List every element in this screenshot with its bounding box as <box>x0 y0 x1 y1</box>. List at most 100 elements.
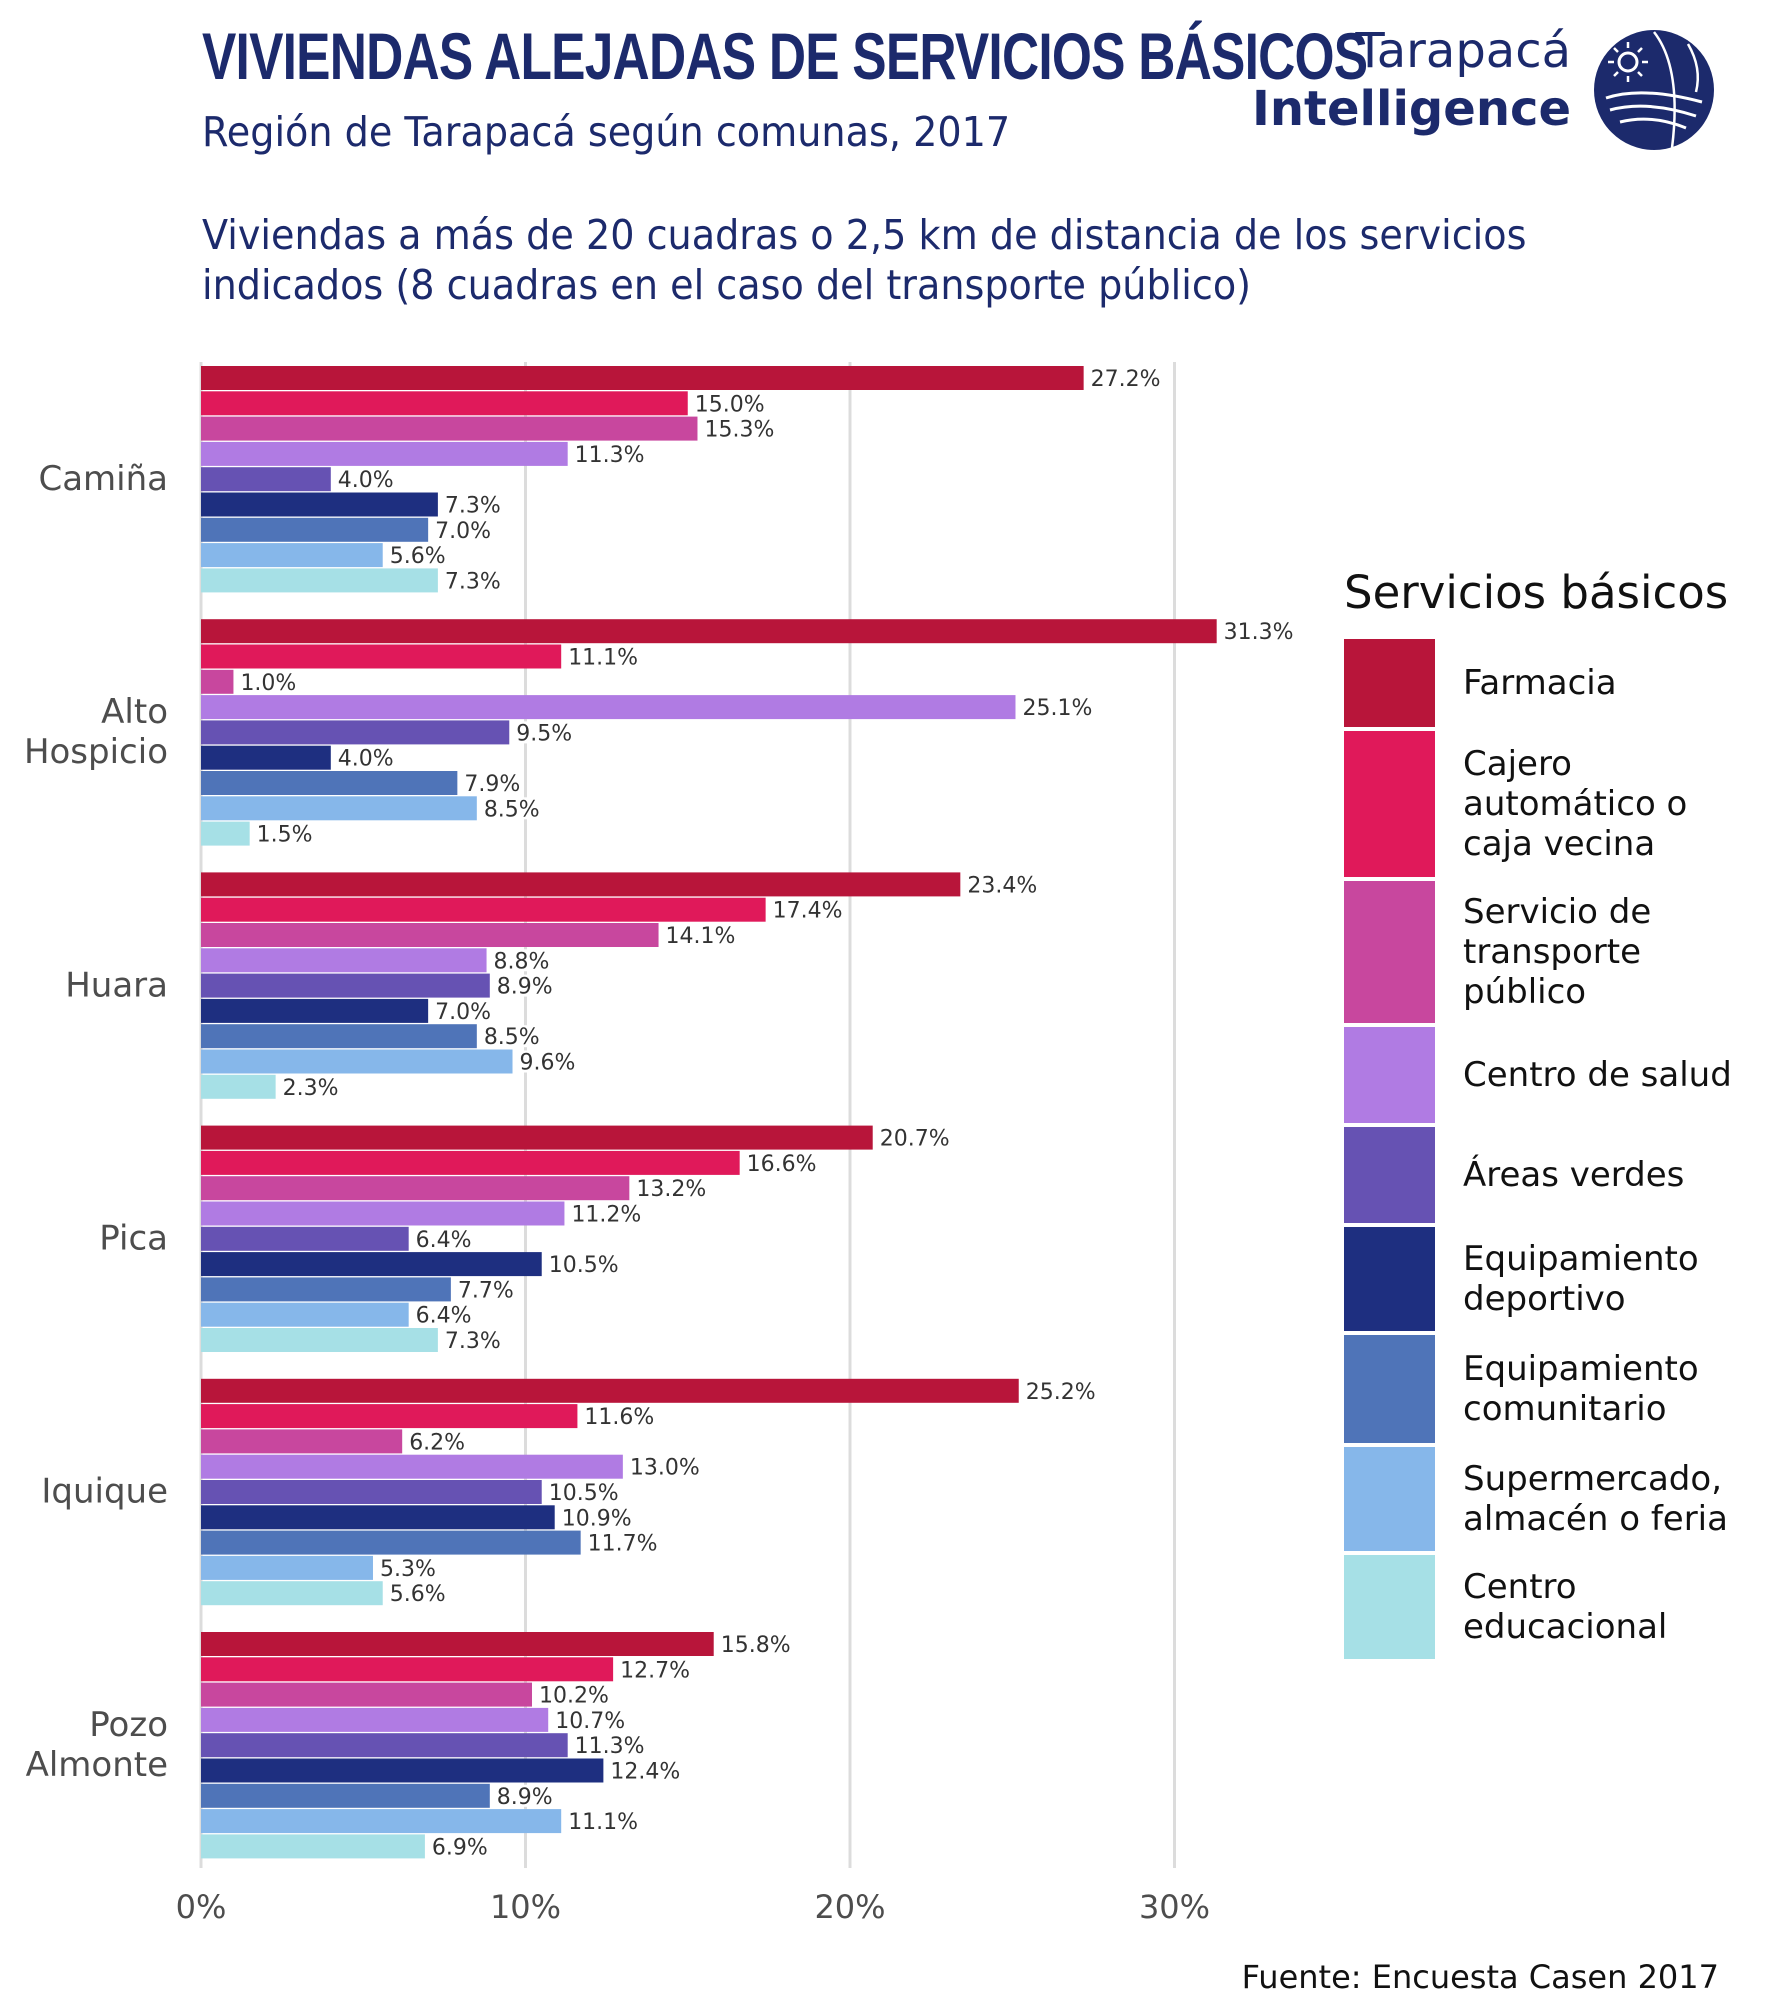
data-label-bg <box>492 974 556 997</box>
data-label: 7.3% <box>445 1329 501 1354</box>
legend-item: Centro educacional <box>1344 1555 1764 1663</box>
data-label-bg <box>570 442 647 465</box>
data-label-bg <box>534 1683 611 1706</box>
data-label: 11.1% <box>568 1810 638 1835</box>
data-label: 17.4% <box>773 899 843 924</box>
data-label: 7.7% <box>458 1278 514 1303</box>
description-line-1: Viviendas a más de 20 cuadras o 2,5 km d… <box>202 211 1527 259</box>
data-label-bg <box>385 1582 449 1605</box>
data-label-bg <box>385 544 449 567</box>
data-label: 4.0% <box>338 468 394 493</box>
data-label-bg <box>616 1658 693 1681</box>
data-label: 25.2% <box>1026 1380 1096 1405</box>
data-label: 6.2% <box>409 1430 465 1455</box>
bar <box>201 1783 490 1808</box>
bar <box>201 669 234 694</box>
legend-item: Áreas verdes <box>1344 1127 1764 1227</box>
bar <box>201 366 1084 390</box>
legend-swatch <box>1344 1227 1435 1331</box>
data-label-bg <box>1018 696 1095 719</box>
data-label: 7.0% <box>435 519 491 544</box>
data-label-bg <box>742 1151 819 1174</box>
data-label-bg <box>405 1430 468 1453</box>
grid-lines <box>199 362 1176 1868</box>
data-label-bg <box>1021 1379 1098 1402</box>
data-label-bg <box>768 898 845 921</box>
bar <box>201 441 568 466</box>
legend-item: Equipamiento comunitario <box>1344 1335 1764 1447</box>
data-label-bg <box>690 392 767 415</box>
data-label: 10.5% <box>549 1481 619 1506</box>
bar <box>201 720 510 745</box>
data-label-bg <box>583 1531 660 1554</box>
legend-item: Centro de salud <box>1344 1027 1764 1127</box>
data-label: 7.3% <box>445 569 501 594</box>
bar <box>201 1505 555 1530</box>
source-note: Fuente: Encuesta Casen 2017 <box>1241 1958 1719 1996</box>
bar <box>201 644 562 669</box>
legend-label: Cajero automático o caja vecina <box>1463 744 1688 864</box>
bar <box>201 1049 513 1074</box>
bar <box>201 1454 623 1479</box>
legend-swatch <box>1344 1447 1435 1551</box>
data-label: 8.5% <box>484 797 540 822</box>
data-label-bg <box>375 1556 439 1579</box>
data-label: 1.0% <box>240 671 296 696</box>
data-label: 8.9% <box>497 975 553 1000</box>
bar <box>201 695 1016 720</box>
bar <box>201 619 1217 644</box>
bar <box>201 897 766 922</box>
bar <box>201 416 698 441</box>
bar <box>201 1404 578 1429</box>
data-label-bg <box>460 772 523 794</box>
data-label: 11.7% <box>588 1532 658 1557</box>
bar <box>201 872 961 897</box>
bar <box>201 998 429 1023</box>
data-label: 10.2% <box>539 1684 609 1709</box>
data-label: 5.6% <box>390 544 446 569</box>
legend-item: Supermercado, almacén o feria <box>1344 1447 1764 1555</box>
legend-swatch <box>1344 1335 1435 1443</box>
data-label-bg <box>411 1227 475 1250</box>
data-label-bg <box>440 569 504 592</box>
legend-swatch <box>1344 881 1435 1023</box>
data-label-bg <box>564 645 641 668</box>
data-label-bg <box>632 1177 709 1200</box>
bar <box>201 1809 562 1834</box>
data-label: 6.4% <box>416 1304 472 1329</box>
data-label: 11.2% <box>571 1203 641 1228</box>
bar <box>201 1632 714 1656</box>
bar <box>201 1733 568 1758</box>
bar <box>201 1252 542 1277</box>
category-label: Almonte <box>26 1745 168 1785</box>
data-label-bg <box>551 1708 628 1731</box>
data-label: 27.2% <box>1091 367 1161 392</box>
legend-label: Farmacia <box>1463 663 1617 703</box>
data-label-bg <box>625 1455 702 1478</box>
category-label: Hospicio <box>24 732 168 772</box>
bar <box>201 1125 873 1150</box>
data-label: 10.5% <box>549 1253 619 1278</box>
data-label: 11.6% <box>584 1405 654 1430</box>
logo-line-2: Intelligence <box>1252 81 1571 137</box>
data-label: 6.9% <box>432 1835 488 1860</box>
bar <box>201 467 331 492</box>
legend-label: Centro educacional <box>1463 1567 1668 1647</box>
x-tick-label: 20% <box>814 1888 885 1926</box>
data-label: 12.4% <box>610 1760 680 1785</box>
chart-subtitle: Región de Tarapacá según comunas, 2017 <box>202 108 1011 156</box>
category-label: Huara <box>65 965 168 1005</box>
data-label: 7.3% <box>445 494 501 519</box>
bar <box>201 1176 630 1201</box>
description-line-2: indicados (8 cuadras en el caso del tran… <box>202 261 1252 309</box>
legend-item: Cajero automático o caja vecina <box>1344 731 1764 881</box>
data-label-bg <box>580 1405 657 1428</box>
data-label-bg <box>427 1835 491 1858</box>
bar <box>201 543 383 568</box>
x-tick-label: 10% <box>490 1888 561 1926</box>
bar <box>201 771 458 795</box>
legend-label: Áreas verdes <box>1463 1155 1685 1195</box>
data-label: 9.6% <box>520 1051 576 1076</box>
bar <box>201 568 438 593</box>
